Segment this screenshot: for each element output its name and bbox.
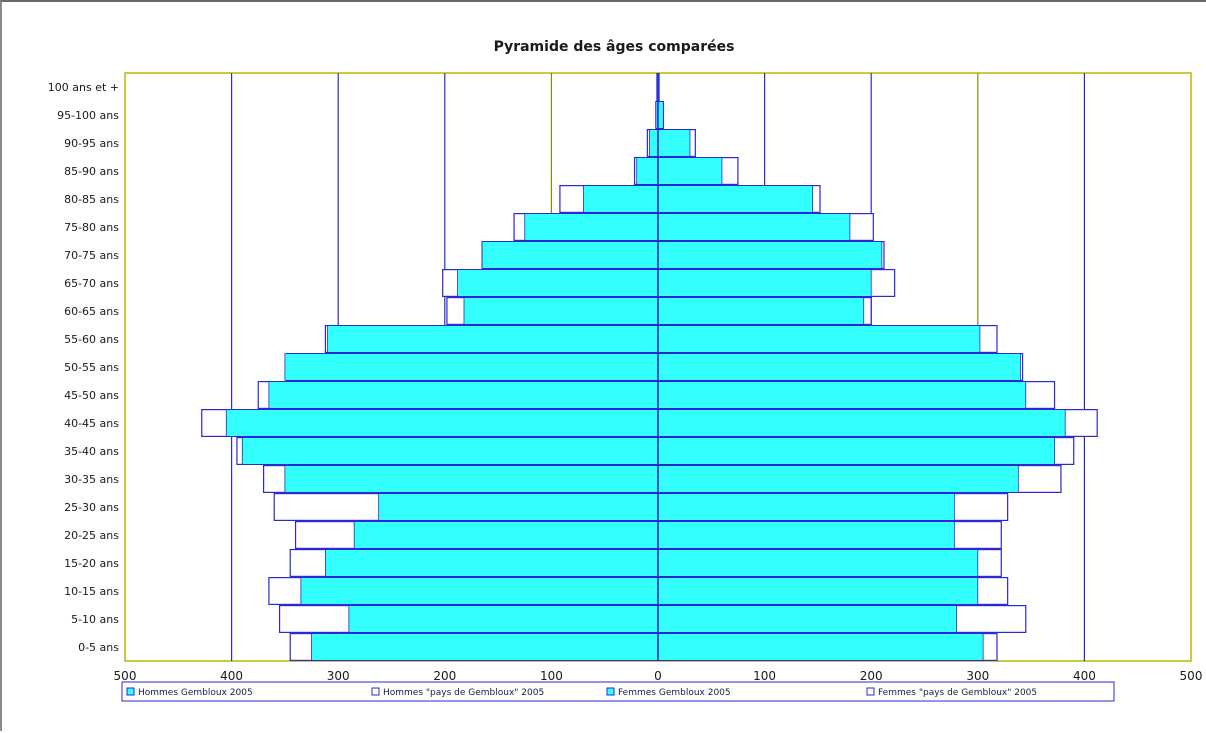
y-tick-label: 5-10 ans [71,613,119,626]
bar-filled-right-7 [657,437,1055,465]
bar-filled-left-2 [300,577,659,605]
x-tick-label: 400 [1073,669,1096,683]
legend-swatch-2 [606,687,615,696]
bar-filled-left-11 [327,325,659,353]
y-tick-label: 20-25 ans [64,529,119,542]
y-tick-label: 45-50 ans [64,389,119,402]
legend-swatch-1 [371,687,380,696]
bar-filled-right-12 [657,297,865,325]
bar-filled-left-15 [524,213,659,241]
bar-filled-right-11 [657,325,981,353]
y-tick-label: 90-95 ans [64,137,119,150]
bar-filled-right-15 [657,213,851,241]
bar-filled-left-7 [241,437,659,465]
x-tick-label: 400 [220,669,243,683]
bar-filled-left-6 [284,465,659,493]
bar-filled-right-14 [657,241,883,269]
bar-filled-right-5 [657,493,955,521]
y-axis-tick-labels: 0-5 ans 5-10 ans 10-15 ans 15-20 ans 20-25 a… [48,81,120,654]
y-tick-label: 25-30 ans [64,501,119,514]
y-tick-label: 100 ans et + [48,81,119,94]
bar-filled-left-4 [353,521,659,549]
y-tick-label: 60-65 ans [64,305,119,318]
x-tick-label: 500 [114,669,137,683]
legend-label-0: Hommes Gembloux 2005 [138,688,253,698]
y-tick-label: 95-100 ans [57,109,119,122]
bar-filled-right-6 [657,465,1019,493]
bar-filled-left-14 [481,241,659,269]
bar-filled-left-0 [311,633,659,661]
bar-filled-right-2 [657,577,979,605]
bar-filled-left-1 [348,605,659,633]
bar-filled-left-5 [378,493,659,521]
bar-filled-right-16 [657,185,813,213]
bar-filled-left-16 [582,185,659,213]
y-tick-label: 65-70 ans [64,277,119,290]
x-tick-label: 200 [433,669,456,683]
y-tick-label: 50-55 ans [64,361,119,374]
bar-filled-right-10 [657,353,1021,381]
y-tick-label: 30-35 ans [64,473,119,486]
x-tick-label: 0 [654,669,662,683]
bar-filled-left-13 [457,269,659,297]
bar-filled-right-17 [657,157,723,185]
y-tick-label: 0-5 ans [78,641,119,654]
bar-filled-right-0 [657,633,984,661]
legend-label-3: Femmes "pays de Gembloux" 2005 [878,688,1037,698]
legend: Hommes Gembloux 2005 Hommes "pays de Gemb… [121,681,1115,702]
y-tick-label: 75-80 ans [64,221,119,234]
bar-filled-left-3 [325,549,659,577]
legend-label-1: Hommes "pays de Gembloux" 2005 [383,688,544,698]
bar-filled-left-17 [636,157,659,185]
legend-label-2: Femmes Gembloux 2005 [618,688,731,698]
x-axis-tick-labels: 500 400 300 200 100 0 100 200 300 400 500 [114,669,1203,683]
bar-filled-left-10 [284,353,659,381]
bar-filled-right-3 [657,549,979,577]
y-tick-label: 40-45 ans [64,417,119,430]
bar-filled-left-9 [268,381,659,409]
chart-title: Pyramide des âges comparées [494,39,735,55]
filled-bars [225,73,1066,661]
legend-swatch-3 [866,687,875,696]
bar-filled-right-8 [657,409,1066,437]
x-tick-label: 200 [860,669,883,683]
y-tick-label: 55-60 ans [64,333,119,346]
y-tick-label: 85-90 ans [64,165,119,178]
bar-filled-right-4 [657,521,955,549]
y-tick-label: 10-15 ans [64,585,119,598]
legend-box [121,681,1115,702]
bar-filled-left-18 [649,129,659,157]
bar-filled-right-13 [657,269,872,297]
y-tick-label: 80-85 ans [64,193,119,206]
x-tick-label: 100 [753,669,776,683]
x-tick-label: 300 [966,669,989,683]
bar-filled-right-1 [657,605,957,633]
bar-filled-right-18 [657,129,691,157]
x-tick-label: 500 [1180,669,1203,683]
y-tick-label: 70-75 ans [64,249,119,262]
bar-filled-left-8 [225,409,659,437]
y-tick-label: 15-20 ans [64,557,119,570]
legend-swatch-0 [126,687,135,696]
x-tick-label: 100 [540,669,563,683]
y-tick-label: 35-40 ans [64,445,119,458]
bar-filled-right-9 [657,381,1027,409]
x-tick-label: 300 [327,669,350,683]
bar-filled-left-12 [463,297,659,325]
